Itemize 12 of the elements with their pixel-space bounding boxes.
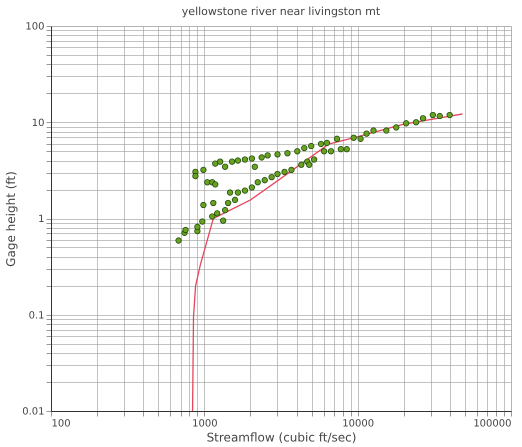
y-tick-label: 1 [38, 214, 44, 225]
x-tick-label: 10000 [342, 418, 374, 430]
y-tick-label: 100 [25, 22, 44, 32]
y-axis-title: Gage height (ft) [4, 171, 18, 267]
y-tick-label: 10 [32, 118, 44, 129]
y-tick-label: 0.1 [28, 310, 44, 322]
x-tick-label: 1000 [192, 418, 218, 430]
x-tick-label: 100 [52, 418, 71, 430]
x-axis-title: Streamflow (cubic ft/sec) [206, 430, 356, 444]
y-tick-label: 0.01 [22, 406, 44, 418]
chart-title: yellowstone river near livingston mt [182, 5, 381, 18]
x-tick-label: 100000 [473, 418, 512, 430]
